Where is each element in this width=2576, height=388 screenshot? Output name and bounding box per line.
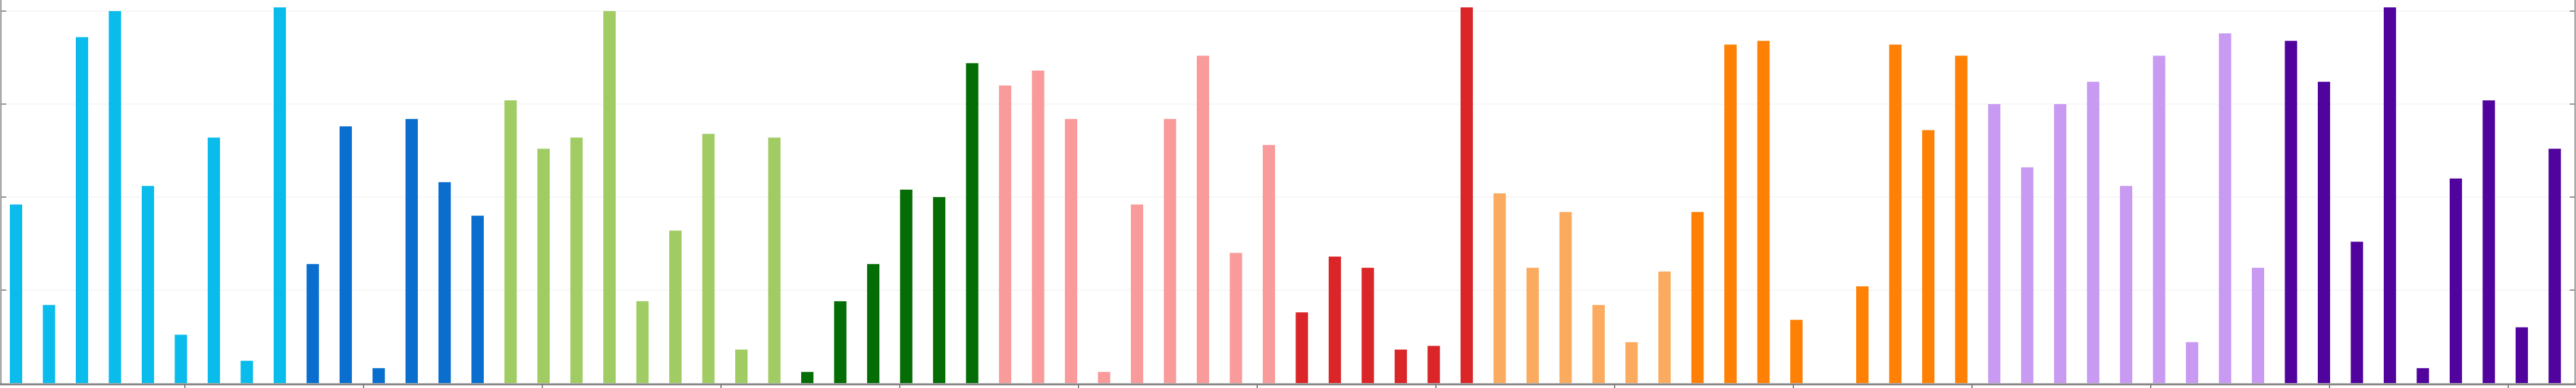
bar-10: [306, 264, 319, 383]
bar-9: [274, 7, 286, 383]
bar-23: [735, 349, 748, 383]
bar-68: [2219, 33, 2232, 383]
bar-59: [1922, 130, 1934, 384]
bar-5: [142, 185, 154, 383]
bar-14: [438, 182, 451, 383]
bar-12: [372, 368, 385, 383]
bar-51: [1658, 271, 1671, 383]
bar-2: [43, 305, 55, 383]
gridlines: [1, 10, 2575, 291]
bar-39: [1263, 145, 1275, 383]
bars: [10, 7, 2561, 384]
bar-6: [174, 334, 187, 383]
bar-17: [537, 148, 550, 383]
bar-52: [1691, 212, 1704, 383]
bar-72: [2350, 241, 2363, 383]
bar-58: [1889, 44, 1902, 383]
bar-38: [1229, 253, 1242, 383]
bar-15: [471, 216, 484, 383]
bar-31: [999, 85, 1011, 384]
bar-29: [933, 197, 945, 383]
bar-37: [1197, 55, 1209, 383]
bar-70: [2285, 41, 2297, 384]
bar-55: [1790, 320, 1803, 383]
bar-45: [1461, 7, 1473, 383]
bar-62: [2021, 167, 2034, 383]
bar-21: [669, 230, 682, 383]
bar-64: [2087, 81, 2100, 384]
bar-4: [108, 11, 121, 383]
bar-36: [1164, 119, 1176, 383]
bar-66: [2153, 55, 2166, 383]
bar-33: [1065, 119, 1077, 383]
bar-46: [1493, 193, 1506, 383]
bar-13: [406, 119, 418, 383]
bar-67: [2186, 342, 2198, 383]
bar-22: [702, 134, 715, 384]
bar-48: [1559, 212, 1572, 383]
bar-20: [636, 301, 649, 383]
bar-47: [1526, 267, 1539, 383]
bar-61: [1988, 104, 2000, 383]
bar-71: [2318, 81, 2330, 384]
bar-50: [1625, 342, 1638, 383]
bar-28: [900, 189, 913, 383]
bar-74: [2416, 368, 2429, 383]
bar-30: [966, 63, 979, 384]
bar-77: [2516, 327, 2528, 383]
bar-1: [10, 204, 22, 383]
bar-44: [1427, 346, 1440, 383]
bar-16: [504, 100, 517, 383]
bar-73: [2384, 7, 2396, 383]
bar-35: [1131, 204, 1143, 383]
bar-7: [208, 137, 220, 383]
bar-3: [76, 37, 88, 384]
bar-69: [2252, 267, 2264, 383]
bar-32: [1032, 70, 1045, 383]
bar-8: [240, 360, 253, 383]
bar-78: [2548, 148, 2561, 383]
bar-41: [1329, 256, 1341, 383]
bar-63: [2054, 104, 2066, 383]
bar-76: [2482, 100, 2495, 383]
bar-57: [1856, 286, 1869, 383]
bar-27: [867, 264, 879, 383]
bar-25: [801, 371, 813, 383]
bar-24: [768, 137, 781, 383]
bar-60: [1955, 55, 1968, 383]
bar-54: [1757, 41, 1770, 384]
axis-ticks: [1, 10, 2575, 388]
bar-75: [2450, 178, 2462, 383]
bar-40: [1295, 312, 1308, 383]
bar-53: [1724, 44, 1737, 383]
bar-49: [1592, 305, 1605, 383]
bar-26: [834, 301, 847, 383]
bar-65: [2120, 185, 2132, 383]
bar-34: [1098, 371, 1111, 383]
bar-11: [340, 126, 352, 383]
bar-42: [1361, 267, 1374, 383]
bar-19: [603, 11, 616, 383]
bar-43: [1395, 349, 1407, 383]
bar-18: [570, 137, 583, 383]
